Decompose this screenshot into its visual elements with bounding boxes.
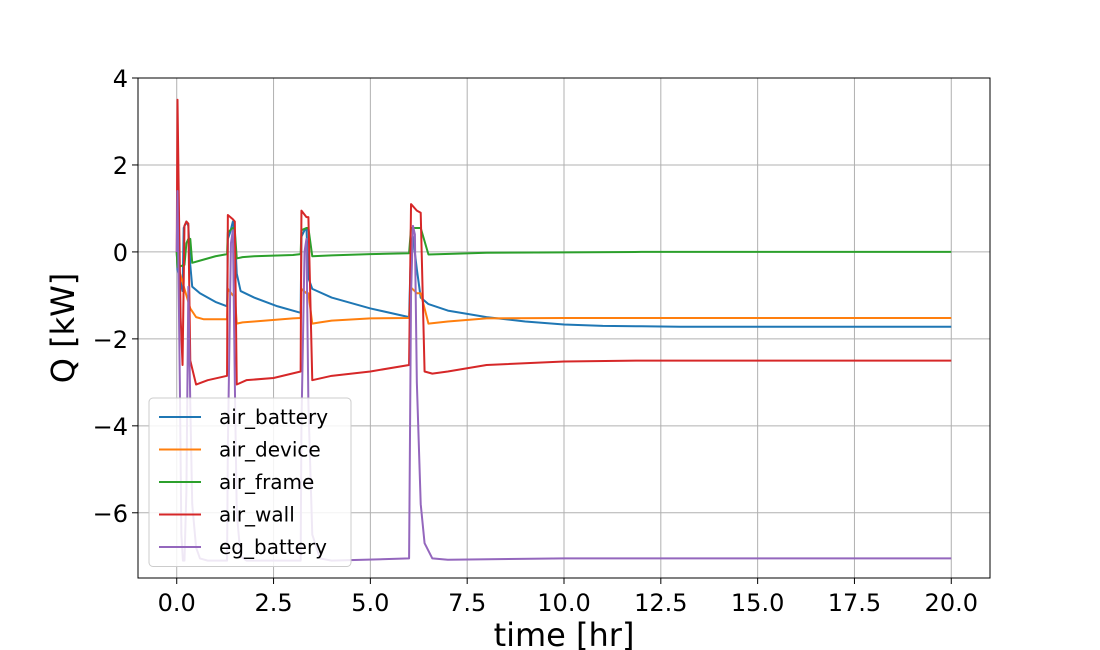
legend-label-air-wall: air_wall xyxy=(219,503,295,527)
series-line-air-wall xyxy=(175,98,952,386)
y-tick-label: −4 xyxy=(93,413,128,441)
y-tick-label: 2 xyxy=(113,152,128,180)
y-axis: −6 −4 −2 0 2 4 xyxy=(93,65,138,528)
y-tick-label: −2 xyxy=(93,326,128,354)
legend: air_battery air_device air_frame air_walleg… xyxy=(148,397,352,567)
x-tick-label: 10.0 xyxy=(537,589,590,617)
legend-label-air-battery: air_battery xyxy=(219,405,328,429)
x-tick-label: 5.0 xyxy=(351,589,389,617)
x-tick-label: 2.5 xyxy=(254,589,292,617)
legend-label-eg-battery: eg_battery xyxy=(219,535,327,559)
x-axis: 0.0 2.5 5.0 7.5 10.0 12.5 15.0 17.5 20.0 xyxy=(158,578,978,617)
x-tick-label: 0.0 xyxy=(158,589,196,617)
x-tick-label: 15.0 xyxy=(731,589,784,617)
x-tick-label: 17.5 xyxy=(828,589,881,617)
legend-label-air-frame: air_frame xyxy=(219,470,314,494)
x-axis-label: time [hr] xyxy=(494,616,635,650)
series-line-air-frame xyxy=(175,227,952,269)
y-tick-label: 4 xyxy=(113,65,128,93)
y-axis-label: Q [kW] xyxy=(44,273,82,384)
x-tick-label: 12.5 xyxy=(634,589,687,617)
legend-label-air-device: air_device xyxy=(219,438,321,462)
x-tick-label: 20.0 xyxy=(925,589,978,617)
legend-box xyxy=(148,397,352,567)
x-tick-label: 7.5 xyxy=(448,589,486,617)
series-line-air-battery xyxy=(175,220,952,328)
y-tick-label: −6 xyxy=(93,500,128,528)
y-tick-label: 0 xyxy=(113,239,128,267)
